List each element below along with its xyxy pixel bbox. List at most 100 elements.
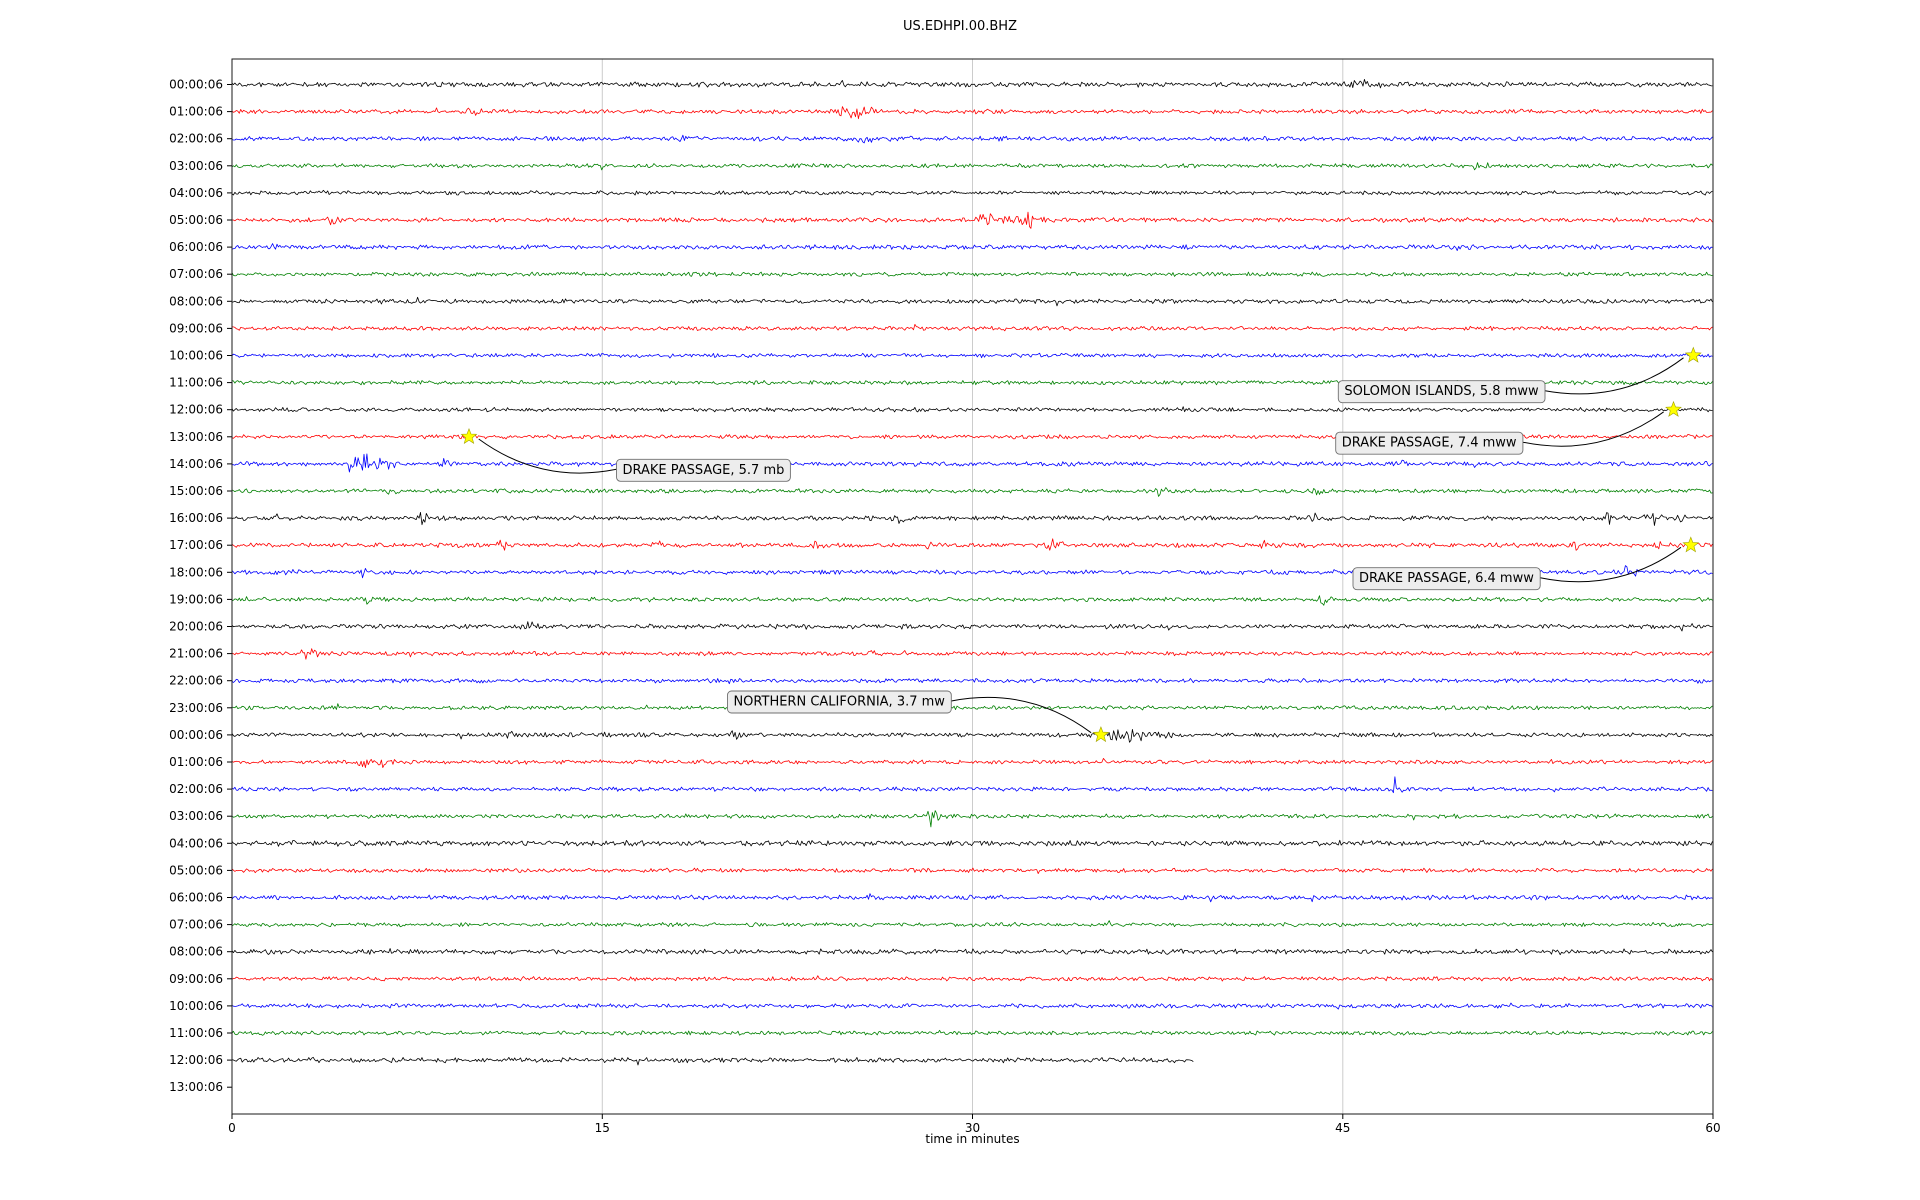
- seismogram-trace-15: [231, 487, 1713, 497]
- seismogram-trace-33: [231, 975, 1713, 982]
- seismogram-trace-28: [231, 839, 1713, 847]
- event-star-marker: [1684, 346, 1702, 363]
- trace-time-label: 17:00:06: [169, 538, 223, 552]
- trace-time-label: 23:00:06: [169, 701, 223, 715]
- chart-title: US.EDHPI.00.BHZ: [903, 19, 1017, 34]
- event-leader-line: [1540, 546, 1682, 583]
- event-star-marker: [460, 427, 478, 444]
- seismogram-trace-6: [231, 243, 1713, 252]
- event-label-box: [727, 690, 952, 714]
- event-annotation-1: DRAKE PASSAGE, 7.4 mww: [1335, 431, 1524, 455]
- trace-time-label: 22:00:06: [169, 674, 223, 688]
- trace-time-label: 01:00:06: [169, 755, 223, 769]
- event-annotation-3: DRAKE PASSAGE, 6.4 mww: [1352, 567, 1541, 591]
- event-star-marker: [1665, 400, 1682, 417]
- event-label-box: [1337, 380, 1546, 404]
- event-leader-line: [951, 696, 1092, 734]
- event-label: SOLOMON ISLANDS, 5.8 mww: [1344, 384, 1539, 399]
- seismogram-trace-23: [231, 703, 1713, 711]
- seismogram-trace-12: [231, 406, 1713, 413]
- seismogram-trace-8: [231, 296, 1713, 307]
- trace-time-label: 18:00:06: [169, 565, 223, 579]
- trace-time-label: 11:00:06: [169, 376, 223, 390]
- trace-time-label: 05:00:06: [169, 863, 223, 877]
- event-label: DRAKE PASSAGE, 6.4 mww: [1359, 571, 1534, 586]
- x-tick-label: 0: [228, 1121, 236, 1135]
- x-axis-label: time in minutes: [925, 1132, 1020, 1146]
- trace-time-label: 08:00:06: [169, 294, 223, 308]
- trace-time-label: 00:00:06: [169, 728, 223, 742]
- event-leader-line: [1544, 357, 1684, 395]
- event-label-box: [1352, 567, 1541, 591]
- trace-time-label: 09:00:06: [169, 321, 223, 335]
- trace-time-label: 12:00:06: [169, 403, 223, 417]
- seismogram-trace-36: [231, 1056, 1194, 1066]
- event-label: DRAKE PASSAGE, 5.7 mb: [623, 463, 785, 478]
- seismogram-trace-14: [232, 453, 1713, 473]
- seismogram-trace-22: [231, 678, 1713, 685]
- event-label: DRAKE PASSAGE, 7.4 mww: [1342, 436, 1517, 451]
- seismogram-trace-34: [231, 1002, 1713, 1010]
- seismogram-trace-26: [231, 776, 1713, 794]
- event-label: NORTHERN CALIFORNIA, 3.7 mw: [733, 695, 945, 710]
- seismogram-trace-31: [231, 920, 1713, 928]
- seismogram-trace-35: [231, 1029, 1713, 1036]
- trace-time-label: 16:00:06: [169, 511, 223, 525]
- trace-time-label: 00:00:06: [169, 78, 223, 92]
- trace-time-label: 05:00:06: [169, 213, 223, 227]
- event-star-marker: [1682, 536, 1700, 553]
- seismogram-trace-0: [231, 79, 1713, 89]
- trace-time-label: 03:00:06: [169, 159, 223, 173]
- trace-time-label: 07:00:06: [169, 267, 223, 281]
- trace-time-label: 04:00:06: [169, 836, 223, 850]
- trace-time-label: 06:00:06: [169, 240, 223, 254]
- trace-time-label: 01:00:06: [169, 105, 223, 119]
- x-tick-label: 60: [1705, 1121, 1720, 1135]
- trace-time-label: 12:00:06: [169, 1053, 223, 1067]
- seismogram-trace-32: [231, 948, 1713, 956]
- x-tick-label: 15: [595, 1121, 610, 1135]
- seismogram-trace-21: [231, 648, 1713, 660]
- seismogram-trace-29: [231, 867, 1713, 874]
- trace-time-label: 03:00:06: [169, 809, 223, 823]
- seismogram-trace-2: [231, 134, 1713, 144]
- event-label-box: [1335, 431, 1524, 455]
- seismogram-trace-4: [231, 189, 1713, 196]
- trace-time-label: 19:00:06: [169, 592, 223, 606]
- trace-time-label: 14:00:06: [169, 457, 223, 471]
- trace-time-label: 02:00:06: [169, 782, 223, 796]
- event-star-marker: [1092, 726, 1110, 743]
- trace-time-label: 08:00:06: [169, 945, 223, 959]
- x-tick-label: 30: [965, 1121, 980, 1135]
- seismogram-trace-17: [231, 538, 1713, 551]
- seismogram-trace-20: [231, 621, 1713, 632]
- x-tick-label: 45: [1335, 1121, 1350, 1135]
- trace-time-label: 15:00:06: [169, 484, 223, 498]
- seismogram-trace-1: [231, 106, 1713, 120]
- seismogram-trace-5: [232, 211, 1713, 229]
- event-annotation-4: NORTHERN CALIFORNIA, 3.7 mw: [727, 690, 952, 714]
- event-label-box: [616, 458, 791, 482]
- seismogram-trace-10: [231, 352, 1713, 359]
- seismogram-trace-25: [231, 758, 1713, 768]
- trace-time-label: 06:00:06: [169, 891, 223, 905]
- seismogram-trace-24: [231, 729, 1713, 743]
- trace-time-label: 13:00:06: [169, 430, 223, 444]
- event-annotation-2: DRAKE PASSAGE, 5.7 mb: [616, 458, 791, 482]
- event-leader-line: [478, 438, 617, 474]
- seismogram-trace-7: [231, 271, 1713, 277]
- seismogram-trace-3: [231, 162, 1713, 171]
- trace-time-label: 21:00:06: [169, 647, 223, 661]
- trace-time-label: 02:00:06: [169, 132, 223, 146]
- trace-time-label: 13:00:06: [169, 1080, 223, 1094]
- trace-time-label: 10:00:06: [169, 349, 223, 363]
- trace-time-label: 04:00:06: [169, 186, 223, 200]
- event-leader-line: [1522, 411, 1664, 447]
- seismogram-trace-19: [231, 595, 1713, 606]
- seismogram-trace-16: [231, 512, 1713, 526]
- seismogram-trace-30: [231, 893, 1713, 903]
- trace-time-label: 09:00:06: [169, 972, 223, 986]
- trace-time-label: 11:00:06: [169, 1026, 223, 1040]
